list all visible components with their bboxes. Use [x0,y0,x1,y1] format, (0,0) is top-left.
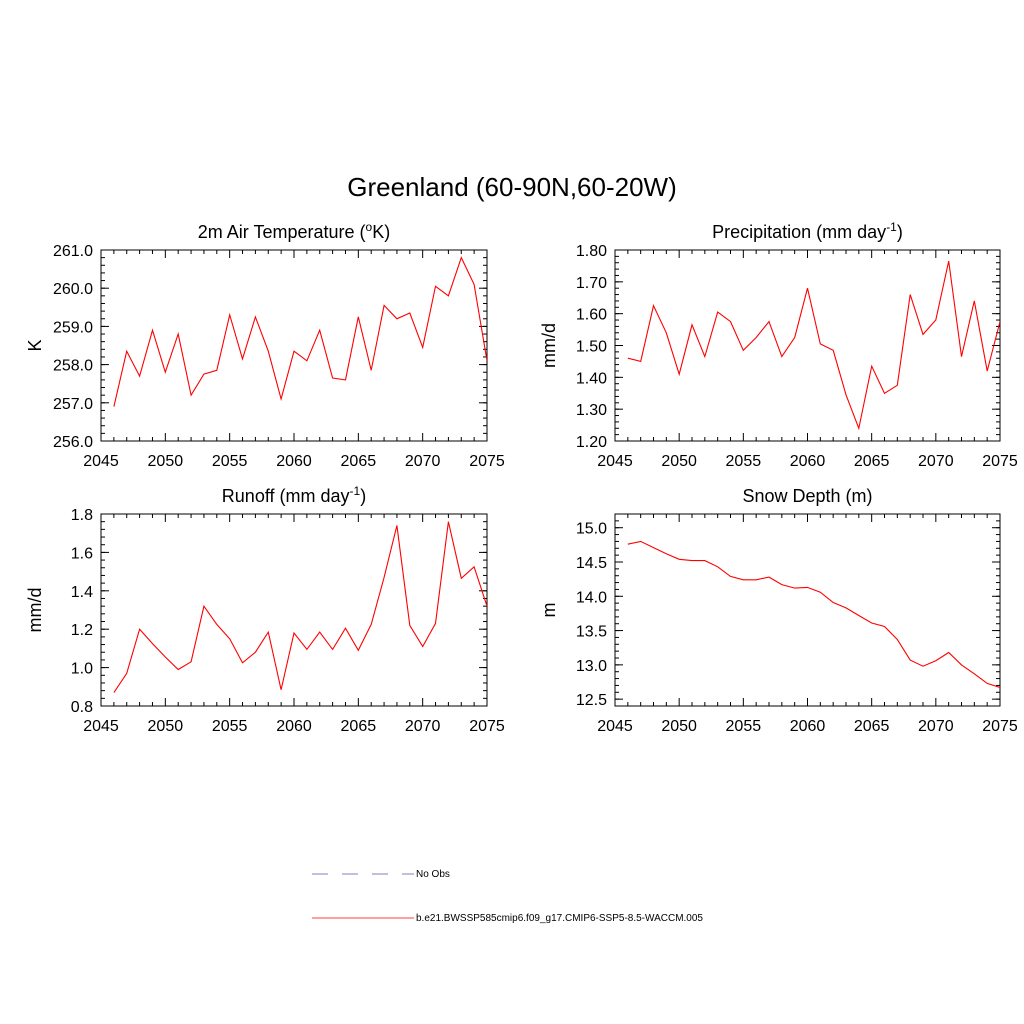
x-tick-label: 2050 [661,718,697,735]
x-tick-label: 2055 [726,453,762,470]
plot-frame [100,513,488,707]
panel-runoff: Runoff (mm day-1) mm/d 2045 2050 2055 2060 206… [25,484,505,735]
y-tick-label: 1.20 [576,434,607,451]
y-tick-label: 1.40 [576,370,607,387]
x-tick-label: 2075 [982,718,1018,735]
x-tick-label: 2060 [276,453,312,470]
y-tick-label: 258.0 [53,358,93,375]
y-tick-label: 1.0 [71,661,93,678]
y-axis-label: mm/d [25,588,45,633]
x-tick-label: 2070 [918,453,954,470]
x-tick-label: 2075 [469,718,505,735]
y-tick-label: 12.5 [576,692,607,709]
legend-model-label: b.e21.BWSSP585cmip6.f09_g17.CMIP6-SSP5-8… [416,913,703,924]
x-tick-label: 2045 [83,718,119,735]
y-tick-label: 1.50 [576,339,607,356]
y-tick-label: 1.70 [576,275,607,292]
y-tick-label: 1.60 [576,307,607,324]
series-line [627,540,1000,689]
x-tick-label: 2055 [212,453,248,470]
panel-title: Runoff (mm day-1) [222,484,366,506]
x-tick-label: 2060 [790,453,826,470]
y-tick-label: 1.4 [71,584,93,601]
x-tick-label: 2060 [790,718,826,735]
plot-frame [614,249,1001,442]
y-axis-label: mm/d [539,323,559,368]
series-line [113,521,487,693]
x-tick-label: 2060 [276,718,312,735]
panel-air-temperature: 2m Air Temperature (oK) K 2045 2050 2055 2060… [25,220,505,470]
legend-no-obs-label: No Obs [416,869,450,880]
y-tick-label: 14.5 [576,555,607,572]
x-tick-label: 2055 [726,718,762,735]
series-line [627,260,1000,431]
x-tick-label: 2070 [405,453,441,470]
y-tick-label: 1.80 [576,243,607,260]
x-tick-label: 2045 [597,718,633,735]
y-tick-label: 1.30 [576,402,607,419]
y-tick-label: 260.0 [53,281,93,298]
series-line [113,256,487,407]
panel-precipitation: Precipitation (mm day-1) mm/d 2045 2050 2055… [539,220,1018,470]
x-tick-label: 2075 [982,453,1018,470]
plot-frame [100,249,488,442]
x-tick-label: 2065 [854,718,890,735]
y-tick-label: 14.0 [576,589,607,606]
x-tick-label: 2065 [341,453,377,470]
panel-title: Precipitation (mm day-1) [712,220,903,242]
x-tick-label: 2045 [597,453,633,470]
plot-frame [614,513,1001,707]
x-tick-label: 2070 [405,718,441,735]
x-tick-label: 2075 [469,453,505,470]
panel-title: 2m Air Temperature (oK) [198,220,390,242]
y-tick-label: 0.8 [71,699,93,716]
y-tick-label: 261.0 [53,243,93,260]
y-tick-label: 1.2 [71,622,93,639]
x-tick-label: 2050 [148,718,184,735]
y-tick-label: 256.0 [53,434,93,451]
x-tick-label: 2050 [661,453,697,470]
x-tick-label: 2065 [341,718,377,735]
panel-snow-depth: Snow Depth (m) m 2045 2050 2055 2060 2065 2070 2… [539,486,1018,735]
y-tick-label: 259.0 [53,319,93,336]
x-tick-label: 2050 [148,453,184,470]
y-tick-label: 13.0 [576,658,607,675]
y-axis-label: m [539,603,559,618]
x-tick-label: 2045 [83,453,119,470]
y-tick-label: 1.8 [71,507,93,524]
legend: No Obs b.e21.BWSSP585cmip6.f09_g17.CMIP6… [312,869,703,924]
x-tick-label: 2065 [854,453,890,470]
y-axis-label: K [25,339,45,351]
y-tick-label: 13.5 [576,624,607,641]
x-tick-label: 2055 [212,718,248,735]
y-tick-label: 1.6 [71,545,93,562]
main-title: Greenland (60-90N,60-20W) [347,172,677,202]
y-tick-label: 15.0 [576,521,607,538]
y-tick-label: 257.0 [53,396,93,413]
panel-title: Snow Depth (m) [742,486,872,506]
x-tick-label: 2070 [918,718,954,735]
